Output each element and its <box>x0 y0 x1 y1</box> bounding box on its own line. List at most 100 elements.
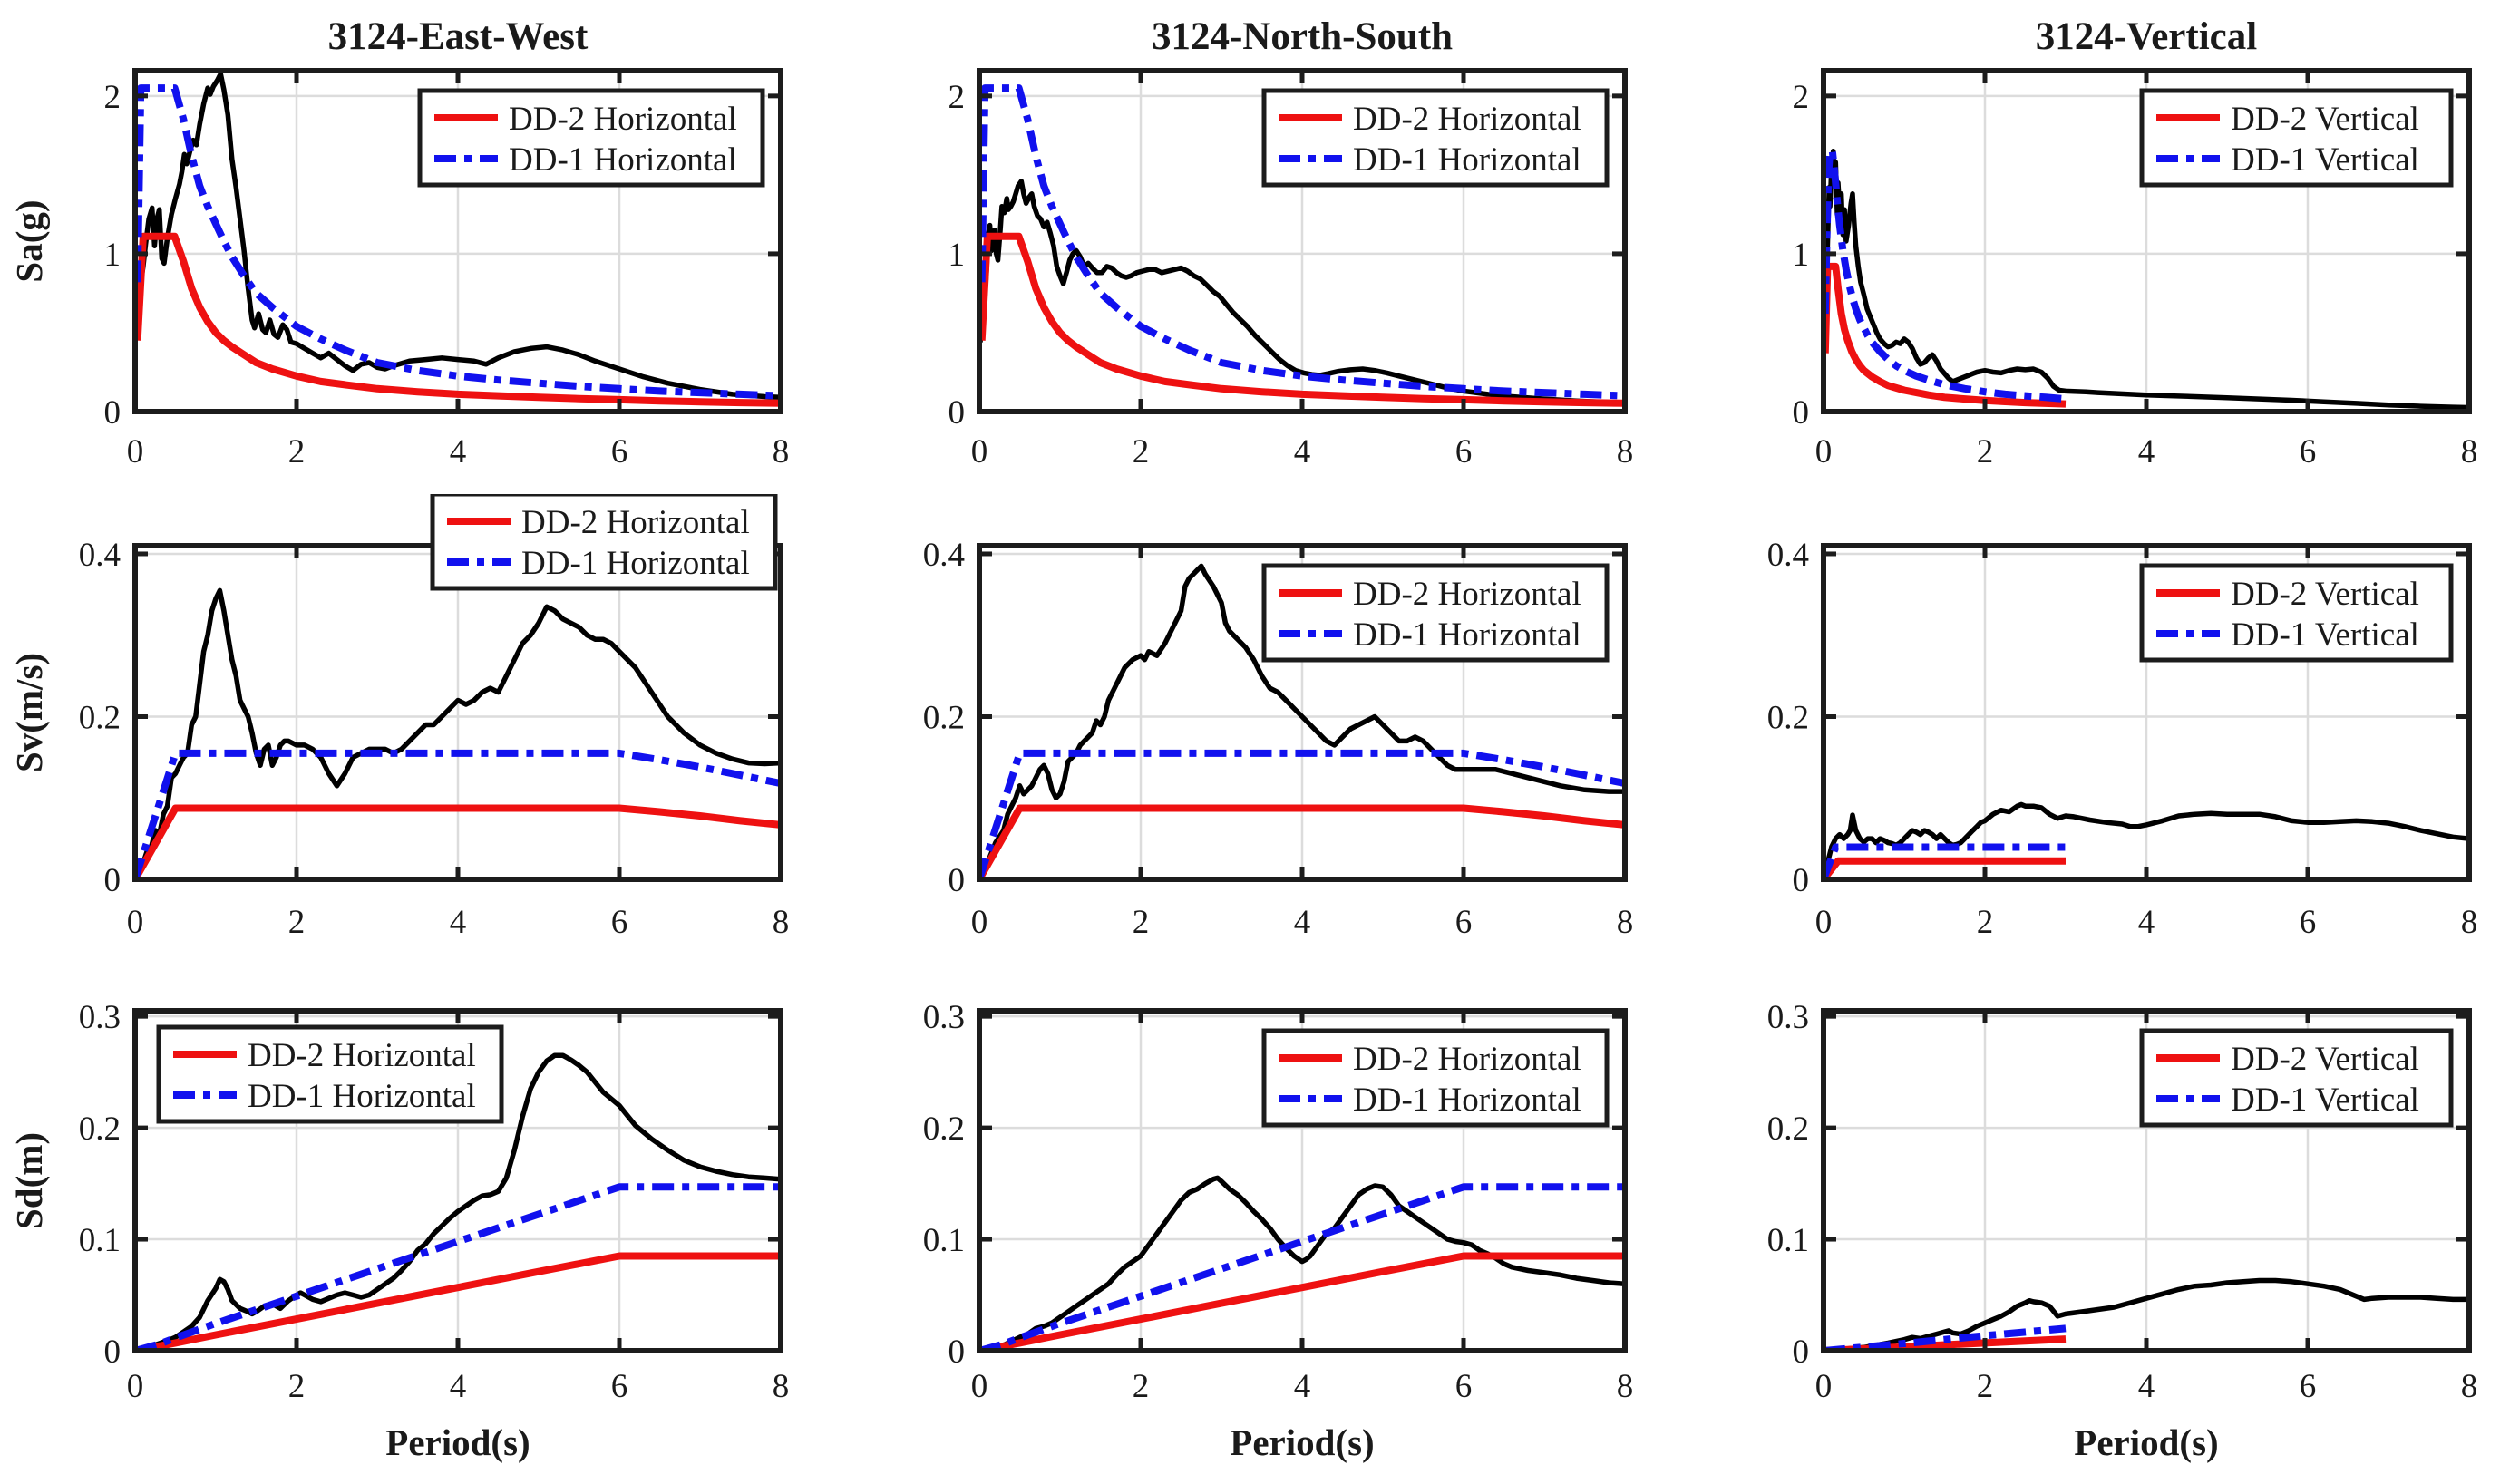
x-tick-label: 4 <box>1294 904 1311 941</box>
x-tick-label: 0 <box>971 1368 988 1405</box>
sd-vertical-chart: 0 2 4 6 8 0 0.1 0.2 0.3 Period(s) DD-2 VerticalDD-… <box>1667 988 2500 1484</box>
x-tick-label: 4 <box>450 433 467 470</box>
x-tick-label: 6 <box>2300 433 2317 470</box>
panel-sd-vertical: 0 2 4 6 8 0 0.1 0.2 0.3 Period(s) DD-2 Vertical DD-… <box>1667 988 2500 1484</box>
legend-label: DD-2 Horizontal <box>509 101 737 138</box>
x-tick-label: 8 <box>1617 433 1634 470</box>
y-tick-label: 2 <box>1793 79 1810 116</box>
panel-sv-vertical: 0 2 4 6 8 0 0.2 0.4 DD-2 Vertical DD-1 Vertical <box>1667 494 2500 988</box>
dd1-design-line <box>1824 147 2067 403</box>
x-tick-label: 8 <box>1617 904 1634 941</box>
x-tick-label: 6 <box>1455 433 1473 470</box>
x-axis-label: Period(s) <box>2074 1421 2218 1463</box>
x-tick-label: 0 <box>127 904 144 941</box>
y-tick-label: 0.1 <box>79 1222 121 1259</box>
x-tick-label: 4 <box>2138 1368 2155 1405</box>
legend-label: DD-2 Vertical <box>2231 101 2419 138</box>
x-tick-label: 4 <box>2138 904 2155 941</box>
y-tick-label: 1 <box>1793 237 1810 274</box>
legend-label: DD-2 Horizontal <box>248 1037 476 1074</box>
legend-label: DD-1 Horizontal <box>1353 141 1581 179</box>
y-tick-label: 1 <box>948 237 966 274</box>
y-tick-label: 0 <box>1793 862 1810 899</box>
panel-background <box>0 0 833 494</box>
x-tick-label: 6 <box>1455 1368 1473 1405</box>
legend-label: DD-2 Vertical <box>2231 1041 2419 1078</box>
x-tick-label: 6 <box>611 1368 628 1405</box>
y-tick-label: 0 <box>1793 1334 1810 1371</box>
legend-border <box>1261 563 1610 663</box>
x-tick-label: 8 <box>773 433 790 470</box>
x-tick-label: 8 <box>2461 904 2478 941</box>
y-axis-label: Sv(m/s) <box>8 653 50 772</box>
dd2-design-line <box>979 804 1625 879</box>
y-tick-label: 0.1 <box>1767 1222 1809 1259</box>
panel-sv-north-south: 0 2 4 6 8 0 0.2 0.4 DD-2 Horizontal DD-1 Horizont… <box>833 494 1667 988</box>
legend-border <box>1261 88 1610 188</box>
y-tick-label: 0 <box>104 862 122 899</box>
legend-border <box>417 88 765 188</box>
legend-label: DD-1 Vertical <box>2231 141 2419 179</box>
y-tick-label: 0.2 <box>923 1111 965 1148</box>
x-tick-label: 0 <box>971 433 988 470</box>
y-tick-label: 2 <box>948 79 966 116</box>
x-tick-label: 2 <box>1977 904 1994 941</box>
legend-border <box>1261 1028 1610 1128</box>
recorded-spectrum-line <box>135 71 781 401</box>
dd1-design-line <box>1824 1324 2067 1351</box>
dd1-design-line <box>135 1183 781 1351</box>
dd1-design-line <box>135 749 781 879</box>
legend-border <box>2139 563 2454 663</box>
x-tick-label: 6 <box>2300 904 2317 941</box>
recorded-spectrum-line <box>1824 149 2469 411</box>
legend-label: DD-1 Horizontal <box>521 545 750 582</box>
x-tick-label: 6 <box>2300 1368 2317 1405</box>
y-tick-label: 0.2 <box>79 699 121 736</box>
sd-north-south-chart: 0 2 4 6 8 0 0.1 0.2 0.3 Period(s) DD-2 HorizontalD… <box>833 988 1667 1484</box>
x-tick-label: 0 <box>127 1368 144 1405</box>
y-tick-label: 0.2 <box>1767 1111 1809 1148</box>
legend-label: DD-2 Horizontal <box>1353 576 1581 613</box>
x-tick-label: 8 <box>2461 433 2478 470</box>
legend-label: DD-2 Vertical <box>2231 576 2419 613</box>
x-tick-label: 2 <box>1133 904 1150 941</box>
x-tick-label: 2 <box>1977 433 1994 470</box>
y-tick-label: 0 <box>948 1334 966 1371</box>
dd1-design-line <box>979 1183 1625 1351</box>
x-tick-label: 8 <box>1617 1368 1634 1405</box>
y-tick-label: 0 <box>948 394 966 432</box>
x-tick-label: 4 <box>1294 1368 1311 1405</box>
y-tick-label: 0 <box>104 1334 122 1371</box>
legend-label: DD-2 Horizontal <box>1353 1041 1581 1078</box>
recorded-spectrum-line <box>135 587 781 879</box>
dd1-design-line <box>135 84 781 400</box>
y-tick-label: 1 <box>104 237 122 274</box>
x-axis-label: Period(s) <box>385 1421 530 1463</box>
chart-title: 3124-North-South <box>1152 15 1453 58</box>
panel-sa-north-south: 0 2 4 6 8 0 1 2 3124-North-South DD-2 Horizontal D… <box>833 0 1667 494</box>
x-tick-label: 6 <box>1455 904 1473 941</box>
x-axis-label: Period(s) <box>1230 1421 1374 1463</box>
legend-label: DD-1 Vertical <box>2231 616 2419 654</box>
x-tick-label: 8 <box>773 1368 790 1405</box>
legend-label: DD-2 Horizontal <box>521 504 750 541</box>
y-tick-label: 0.3 <box>923 999 965 1036</box>
legend-label: DD-1 Horizontal <box>509 141 737 179</box>
legend-box: DD-2 Horizontal DD-1 Horizontal <box>430 494 778 591</box>
legend-border <box>2139 1028 2454 1128</box>
legend-border <box>430 494 778 591</box>
dd2-design-line <box>135 804 781 879</box>
dd2-design-line <box>135 1252 781 1351</box>
chart-title: 3124-Vertical <box>2036 15 2257 58</box>
y-tick-label: 0.4 <box>1767 537 1809 574</box>
legend-label: DD-1 Vertical <box>2231 1081 2419 1119</box>
